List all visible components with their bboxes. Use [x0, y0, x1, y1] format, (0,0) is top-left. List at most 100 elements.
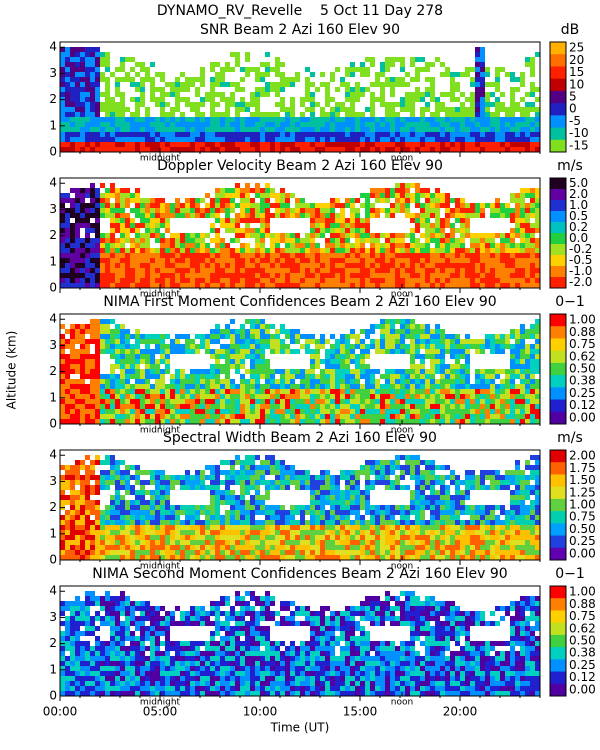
radar-cell [415, 127, 420, 132]
radar-cell [110, 520, 115, 525]
radar-cell [80, 253, 85, 258]
radar-cell [180, 369, 185, 374]
radar-cell [85, 344, 90, 349]
radar-cell [110, 515, 115, 520]
radar-cell [340, 137, 345, 142]
radar-cell [455, 213, 460, 218]
radar-cell [535, 324, 540, 329]
radar-cell [140, 142, 145, 147]
radar-cell [365, 404, 370, 409]
radar-cell [85, 268, 90, 273]
radar-cell [415, 92, 420, 97]
radar-cell [265, 203, 270, 208]
radar-cell [435, 369, 440, 374]
radar-cell [365, 137, 370, 142]
radar-cell [535, 334, 540, 339]
radar-cell [525, 223, 530, 228]
radar-cell [310, 82, 315, 87]
radar-cell [180, 268, 185, 273]
radar-cell [420, 273, 425, 278]
radar-cell [85, 278, 90, 283]
radar-cell [280, 409, 285, 414]
radar-cell [450, 238, 455, 243]
radar-cell [120, 97, 125, 102]
radar-cell [135, 394, 140, 399]
radar-cell [85, 480, 90, 485]
radar-cell [290, 193, 295, 198]
radar-cell [325, 102, 330, 107]
radar-cell [205, 193, 210, 198]
radar-cell [380, 132, 385, 137]
radar-cell [505, 243, 510, 248]
radar-cell [265, 122, 270, 127]
radar-cell [255, 147, 260, 152]
radar-cell [380, 374, 385, 379]
radar-cell [150, 283, 155, 288]
radar-cell [60, 334, 65, 339]
radar-cell [415, 329, 420, 334]
radar-cell [320, 248, 325, 253]
radar-cell [470, 248, 475, 253]
radar-cell [60, 278, 65, 283]
radar-cell [60, 525, 65, 530]
y-tick-label: 4 [49, 312, 57, 326]
radar-cell [400, 117, 405, 122]
radar-cell [135, 97, 140, 102]
radar-cell [375, 394, 380, 399]
radar-cell [100, 540, 105, 545]
radar-cell [225, 399, 230, 404]
radar-cell [130, 218, 135, 223]
radar-cell [65, 339, 70, 344]
radar-cell [95, 460, 100, 465]
radar-cell [300, 379, 305, 384]
colorbar-swatch [550, 350, 566, 364]
radar-cell [385, 334, 390, 339]
radar-cell [190, 102, 195, 107]
radar-cell [75, 495, 80, 500]
radar-cell [515, 122, 520, 127]
radar-cell [90, 283, 95, 288]
time-marker-label: midnight [140, 154, 181, 164]
radar-cell [475, 77, 480, 82]
radar-cell [185, 82, 190, 87]
radar-cell [190, 344, 195, 349]
radar-cell [95, 102, 100, 107]
radar-cell [250, 354, 255, 359]
radar-cell [385, 273, 390, 278]
radar-cell [100, 394, 105, 399]
radar-cell [285, 389, 290, 394]
radar-cell [225, 137, 230, 142]
radar-cell [535, 248, 540, 253]
radar-cell [395, 339, 400, 344]
radar-cell [460, 142, 465, 147]
radar-cell [475, 137, 480, 142]
radar-cell [460, 92, 465, 97]
radar-cell [245, 369, 250, 374]
radar-cell [405, 404, 410, 409]
radar-cell [170, 349, 175, 354]
radar-cell [395, 263, 400, 268]
colorbar-label: 2.0 [569, 187, 588, 201]
radar-cell [470, 82, 475, 87]
radar-cell [315, 374, 320, 379]
radar-cell [420, 283, 425, 288]
radar-cell [360, 233, 365, 238]
radar-cell [510, 92, 515, 97]
radar-cell [120, 334, 125, 339]
radar-cell [450, 263, 455, 268]
radar-cell [445, 72, 450, 77]
radar-cell [125, 142, 130, 147]
radar-cell [425, 374, 430, 379]
radar-cell [290, 208, 295, 213]
radar-cell [380, 319, 385, 324]
radar-cell [160, 283, 165, 288]
radar-cell [100, 550, 105, 555]
radar-cell [260, 218, 265, 223]
radar-cell [210, 399, 215, 404]
radar-cell [310, 112, 315, 117]
radar-cell [340, 82, 345, 87]
radar-cell [495, 87, 500, 92]
radar-cell [410, 92, 415, 97]
radar-cell [395, 77, 400, 82]
radar-cell [440, 72, 445, 77]
